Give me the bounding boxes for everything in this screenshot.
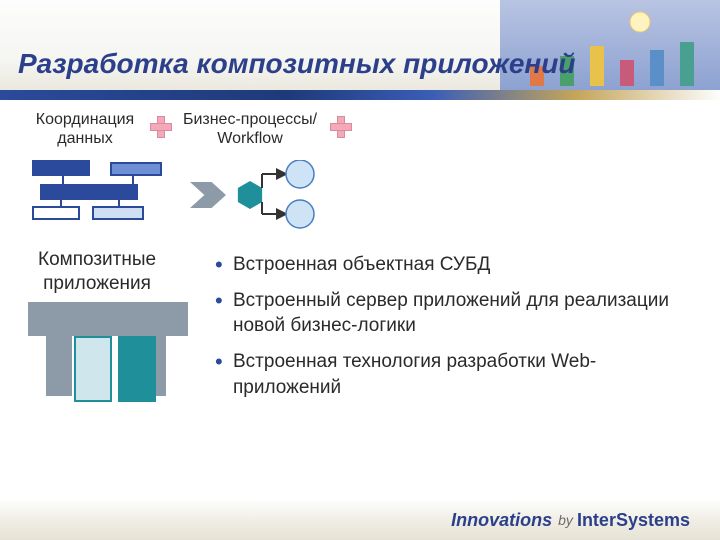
composite-label-l1: Композитные xyxy=(38,249,156,270)
data-coord-label: Координация данных xyxy=(30,110,140,148)
footer-company: InterSystems xyxy=(577,510,690,531)
bullet-item: Встроенный сервер приложений для реализа… xyxy=(215,288,695,339)
workflow-label-l2: Workflow xyxy=(217,130,283,147)
footer-innovations: Innovations xyxy=(451,510,552,531)
page-title: Разработка композитных приложений xyxy=(18,48,576,80)
footer: Innovations by InterSystems xyxy=(0,500,720,540)
data-coord-label-l2: данных xyxy=(57,130,112,147)
data-coord-label-l1: Координация xyxy=(36,111,134,128)
bullet-item: Встроенная объектная СУБД xyxy=(215,252,695,278)
workflow-label: Бизнес-процессы/ Workflow xyxy=(180,110,320,148)
bullet-item: Встроенная технология разработки Web-при… xyxy=(215,349,695,400)
top-labels-row: Координация данных Бизнес-процессы/ Work… xyxy=(30,110,390,148)
plus-icon xyxy=(150,116,170,136)
feature-bullets: Встроенная объектная СУБД Встроенный сер… xyxy=(215,252,695,410)
data-coordination-diagram xyxy=(32,160,162,220)
workflow-diagram xyxy=(190,160,340,230)
plus-icon xyxy=(330,116,350,136)
header-band xyxy=(0,90,720,100)
composite-apps-diagram xyxy=(28,302,188,412)
composite-label-l2: приложения xyxy=(43,273,151,294)
workflow-label-l1: Бизнес-процессы/ xyxy=(183,111,317,128)
composite-apps-label: Композитные приложения xyxy=(38,248,156,296)
footer-by: by xyxy=(558,512,573,528)
